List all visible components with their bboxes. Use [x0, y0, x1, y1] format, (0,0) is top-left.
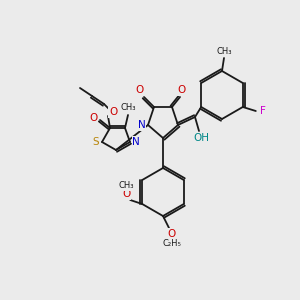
Text: CH₃: CH₃	[120, 103, 136, 112]
Text: O: O	[89, 113, 97, 123]
Text: N: N	[132, 137, 140, 147]
Text: N: N	[138, 120, 146, 130]
Text: CH₃: CH₃	[118, 182, 134, 190]
Text: O: O	[168, 229, 176, 239]
Text: CH₃: CH₃	[216, 46, 232, 56]
Text: O: O	[122, 189, 130, 199]
Text: OH: OH	[193, 133, 209, 143]
Text: O: O	[136, 85, 144, 95]
Text: O: O	[178, 85, 186, 95]
Text: S: S	[93, 137, 99, 147]
Text: O: O	[109, 107, 117, 117]
Text: F: F	[260, 106, 266, 116]
Text: C₂H₅: C₂H₅	[163, 238, 182, 247]
